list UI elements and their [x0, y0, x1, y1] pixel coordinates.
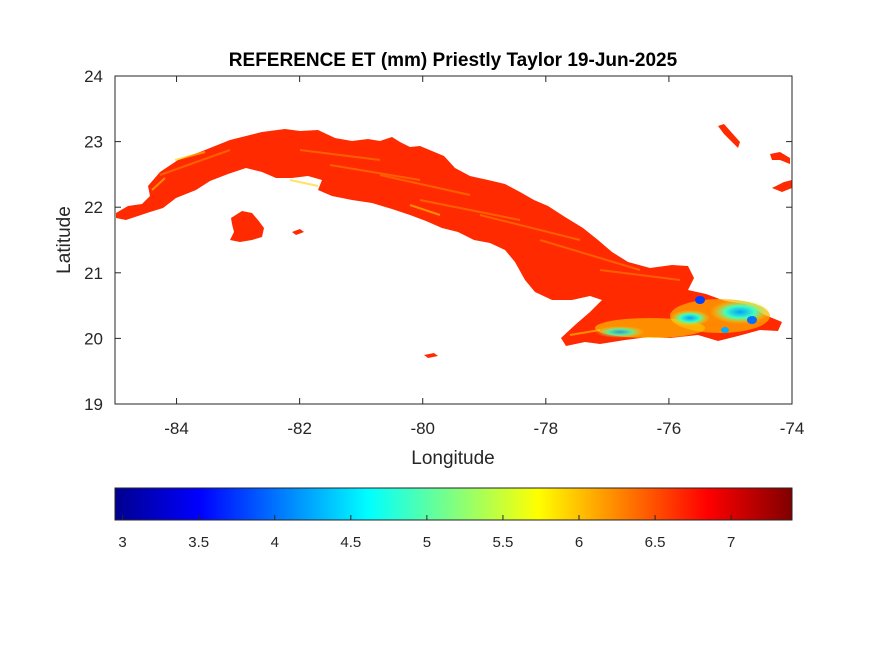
- axes-frame: [114, 75, 793, 405]
- y-tick-label: 23: [84, 133, 103, 152]
- plot-area: [115, 76, 792, 404]
- y-tick-label: 24: [84, 67, 103, 86]
- colorbar-ticks: 3 3.5 4 4.5 5 5.5 6 6.5 7: [118, 515, 735, 551]
- x-tick-label: -82: [287, 419, 312, 438]
- land-west-tip: [116, 129, 782, 346]
- x-tick-label: -78: [534, 419, 559, 438]
- colorbar: 3 3.5 4 4.5 5 5.5 6 6.5 7: [114, 487, 793, 551]
- land-islet-5: [292, 229, 304, 235]
- land-islet-4: [424, 353, 438, 358]
- colorbar-tick-label: 4.5: [340, 534, 361, 551]
- land-islet-1: [718, 124, 740, 148]
- map-axes: -84 -82 -80 -78 -76 -74 19 20 21 22 23 24 Longitud…: [54, 67, 804, 469]
- texture-streaks: [159, 149, 681, 281]
- y-tick-label: 21: [84, 264, 103, 283]
- x-axis-label: Longitude: [411, 448, 494, 469]
- colorbar-tick-label: 6: [575, 534, 583, 551]
- land-isla-juventud: [230, 211, 264, 242]
- x-tick-label: -74: [780, 419, 805, 438]
- land-heatmap: [116, 124, 792, 358]
- colorbar-tick-label: 4: [271, 534, 279, 551]
- y-tick-label: 20: [84, 329, 103, 348]
- colorbar-tick-label: 7: [727, 534, 735, 551]
- y-tick-label: 19: [84, 395, 103, 414]
- x-tick-label: -76: [657, 419, 682, 438]
- colorbar-tick-label: 5.5: [493, 534, 514, 551]
- colorbar-tick-label: 6.5: [645, 534, 666, 551]
- texture-streaks-yellow: [151, 151, 601, 336]
- x-axis-ticks: -84 -82 -80 -78 -76 -74: [164, 76, 804, 438]
- x-tick-label: -80: [410, 419, 435, 438]
- land-islet-2: [770, 152, 790, 164]
- y-axis-ticks: 19 20 21 22 23 24: [84, 67, 792, 414]
- colorbar-tick-label: 3: [118, 534, 126, 551]
- colorbar-gradient: [114, 487, 793, 521]
- low-et-region: [595, 296, 770, 338]
- land-islet-3: [772, 180, 792, 192]
- colorbar-tick-label: 3.5: [188, 534, 209, 551]
- y-tick-label: 22: [84, 198, 103, 217]
- colorbar-tick-label: 5: [423, 534, 431, 551]
- y-axis-label: Latitude: [54, 206, 75, 274]
- x-tick-label: -84: [164, 419, 189, 438]
- chart-title: REFERENCE ET (mm) Priestly Taylor 19-Jun…: [229, 50, 678, 71]
